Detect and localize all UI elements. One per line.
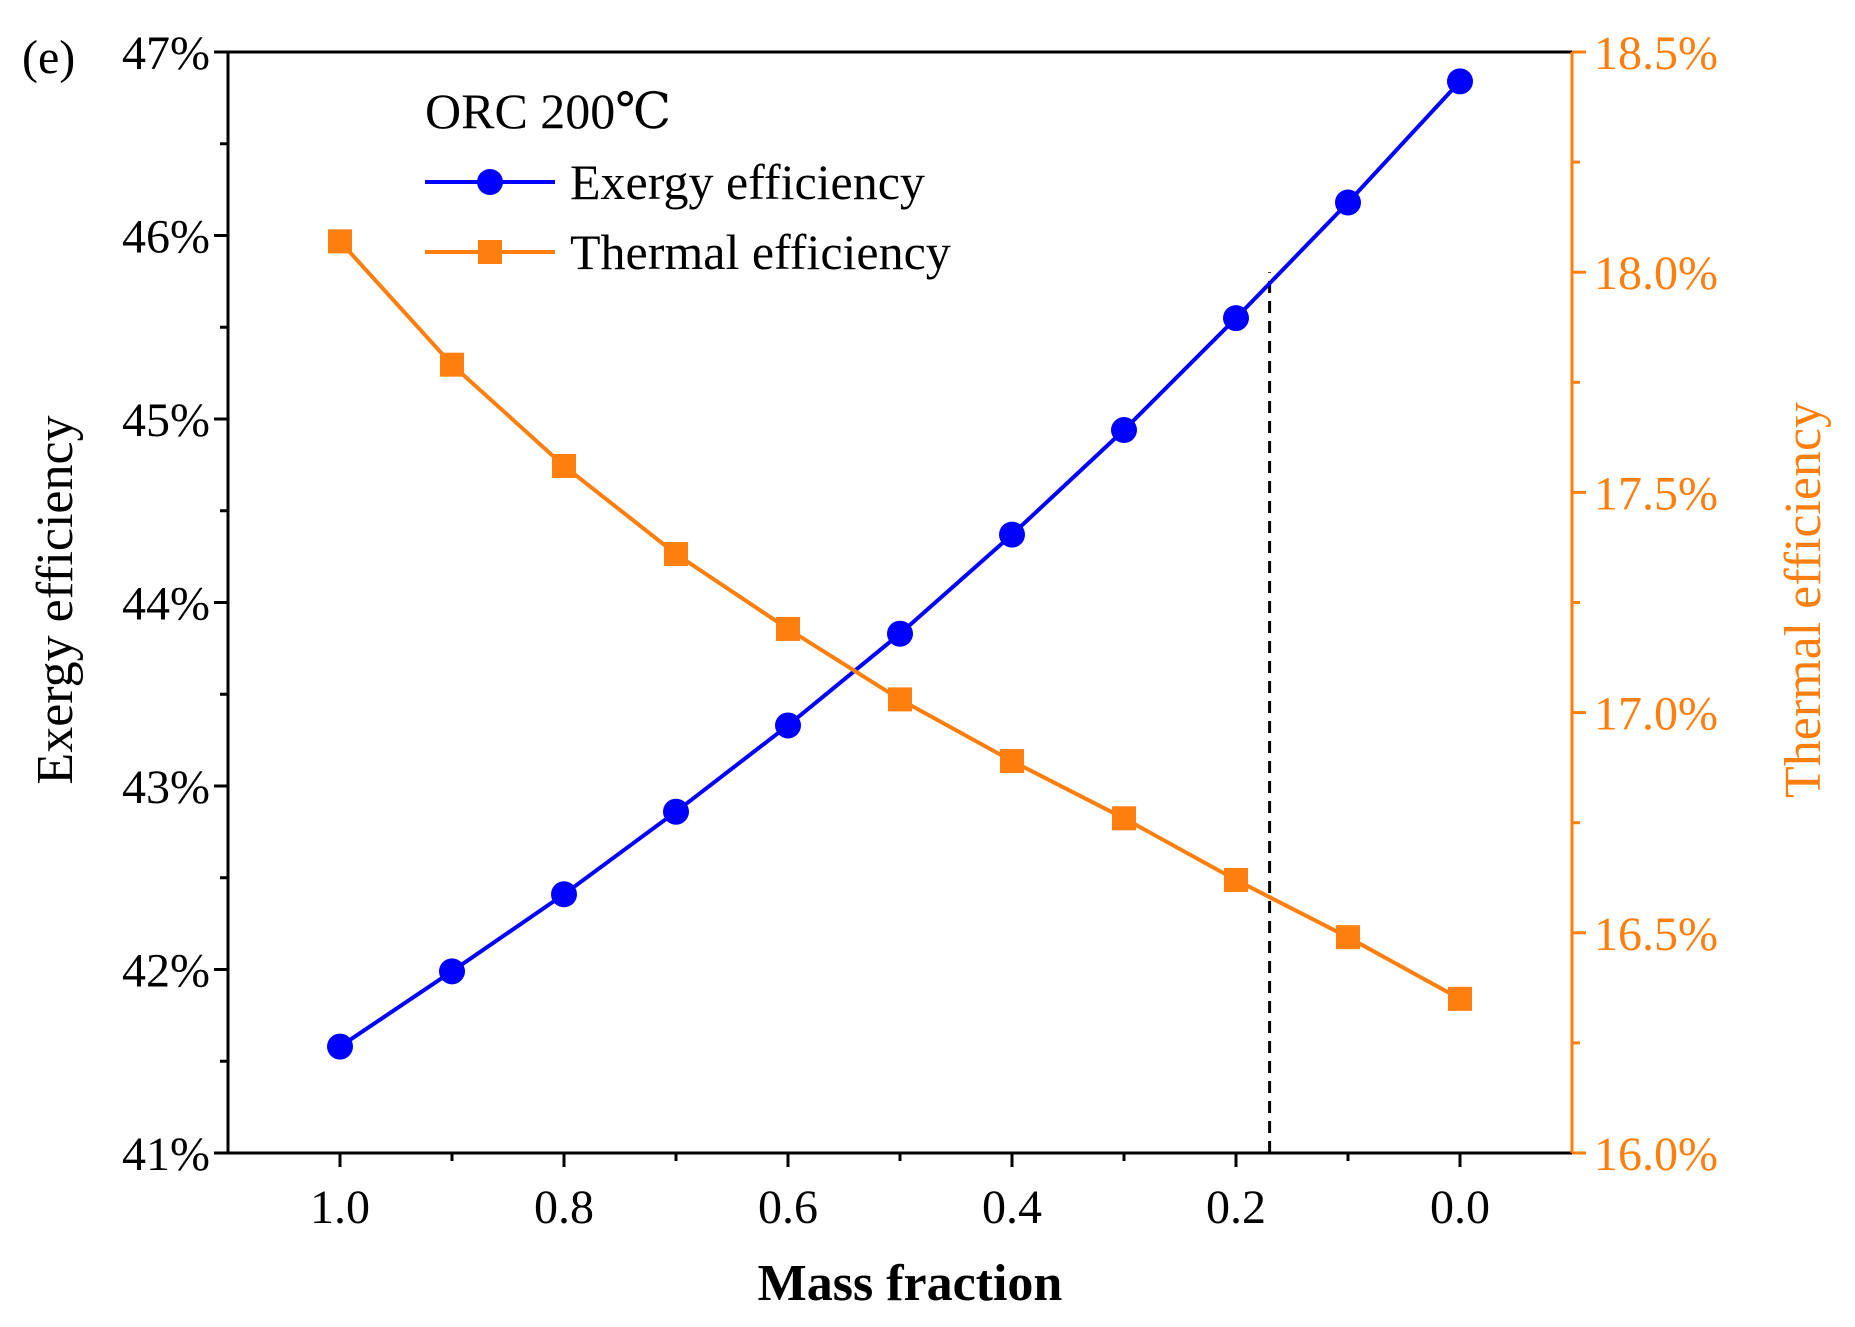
data-point-1 — [776, 616, 800, 641]
data-point-0 — [1447, 68, 1473, 95]
y2-tick-label: 17.5% — [1594, 467, 1718, 520]
axes: 1.0 0.8 0.6 0.4 0.2 0.0 41% 42% 43% 44% 45% 46% 47% 1… — [122, 27, 1718, 1234]
x-tick-label: 0.8 — [534, 1181, 594, 1234]
y2-tick-label: 16.5% — [1594, 908, 1718, 961]
legend-marker-0 — [477, 169, 503, 195]
data-point-1 — [328, 229, 352, 254]
x-tick-label: 0.2 — [1206, 1181, 1266, 1234]
data-point-1 — [552, 453, 576, 478]
data-point-0 — [327, 1033, 353, 1060]
data-point-0 — [887, 620, 913, 647]
data-point-1 — [888, 687, 912, 712]
legend-label-1: Thermal efficiency — [570, 224, 951, 280]
data-point-0 — [663, 798, 689, 825]
y-tick-label: 42% — [122, 945, 210, 998]
y2-tick-label: 17.0% — [1594, 688, 1718, 741]
data-point-1 — [440, 352, 464, 377]
y-tick-label: 41% — [122, 1128, 210, 1181]
data-point-0 — [1335, 189, 1361, 216]
data-point-1 — [1336, 925, 1360, 950]
legend: ORC 200℃ Exergy efficiency Thermal effici… — [425, 83, 951, 280]
data-point-0 — [999, 521, 1025, 548]
plot-area — [327, 68, 1473, 1153]
data-point-0 — [1111, 417, 1137, 444]
data-point-0 — [439, 958, 465, 985]
y-tick-label: 43% — [122, 761, 210, 814]
data-point-1 — [664, 542, 688, 567]
y-tick-label: 47% — [122, 27, 210, 80]
data-point-0 — [1223, 305, 1249, 332]
data-point-1 — [1112, 806, 1136, 831]
x-tick-label: 1.0 — [310, 1181, 370, 1234]
legend-title: ORC 200℃ — [425, 83, 671, 139]
y2-tick-label: 18.5% — [1594, 27, 1718, 80]
y-tick-label: 45% — [122, 394, 210, 447]
x-axis-title: Mass fraction — [758, 1255, 1063, 1312]
x-tick-label: 0.6 — [758, 1181, 818, 1234]
x-tick-label: 0.4 — [982, 1181, 1042, 1234]
panel-label: (e) — [22, 31, 75, 84]
y2-tick-label: 18.0% — [1594, 247, 1718, 300]
data-point-0 — [551, 881, 577, 908]
series-line-1 — [338, 240, 1461, 1001]
y-tick-label: 46% — [122, 211, 210, 264]
x-tick-label: 0.0 — [1430, 1181, 1490, 1234]
y-axis-title: Exergy efficiency — [27, 415, 84, 784]
y2-tick-label: 16.0% — [1594, 1128, 1718, 1181]
data-point-0 — [775, 712, 801, 739]
data-point-1 — [1448, 986, 1472, 1011]
data-point-1 — [1224, 867, 1248, 892]
y2-axis-title: Thermal efficiency — [1775, 402, 1832, 798]
legend-label-0: Exergy efficiency — [570, 154, 925, 210]
legend-marker-1 — [478, 240, 502, 264]
data-point-1 — [1000, 749, 1024, 774]
y-tick-label: 44% — [122, 578, 210, 631]
